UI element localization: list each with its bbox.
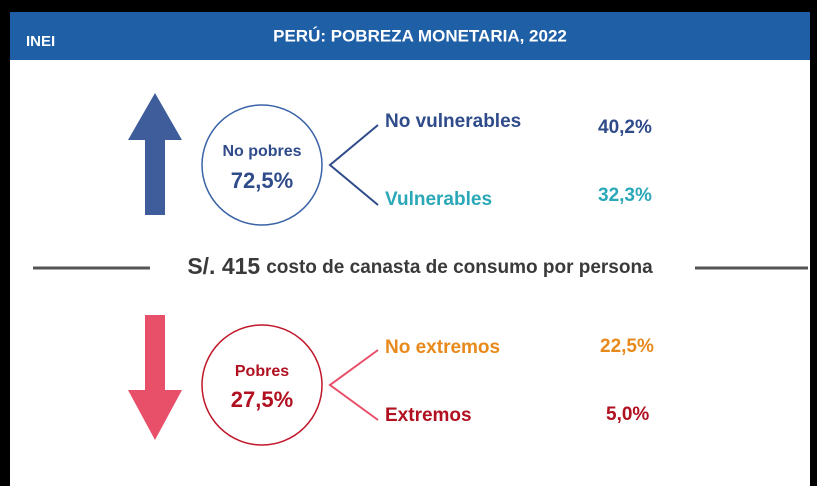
item-value: 5,0% <box>606 404 649 425</box>
top-circle <box>201 104 323 226</box>
item-value: 32,3% <box>598 185 652 206</box>
bottom-label: Pobres <box>235 363 289 380</box>
down-arrow <box>128 315 182 440</box>
top-value: 72,5% <box>231 168 293 193</box>
header-title: PERÚ: POBREZA MONETARIA, 2022 <box>273 26 567 45</box>
top-label: No pobres <box>222 143 301 160</box>
item-value: 22,5% <box>600 336 654 357</box>
item-value: 40,2% <box>598 117 652 138</box>
logo: INEI <box>26 33 55 50</box>
top-bracket <box>328 124 379 206</box>
item-label: No vulnerables <box>385 111 521 132</box>
divider-text: S/. 415 costo de canasta de consumo por p… <box>187 253 653 279</box>
up-arrow <box>128 93 182 215</box>
item-label: No extremos <box>385 337 500 358</box>
bottom-circle <box>201 324 323 446</box>
divider-caption: costo de canasta de consumo por persona <box>266 257 653 278</box>
item-label: Extremos <box>385 405 472 426</box>
header-bar <box>10 12 810 60</box>
bottom-bracket <box>328 349 379 421</box>
divider-amount: S/. 415 <box>187 253 260 279</box>
bottom-value: 27,5% <box>231 387 293 412</box>
item-label: Vulnerables <box>385 189 492 210</box>
